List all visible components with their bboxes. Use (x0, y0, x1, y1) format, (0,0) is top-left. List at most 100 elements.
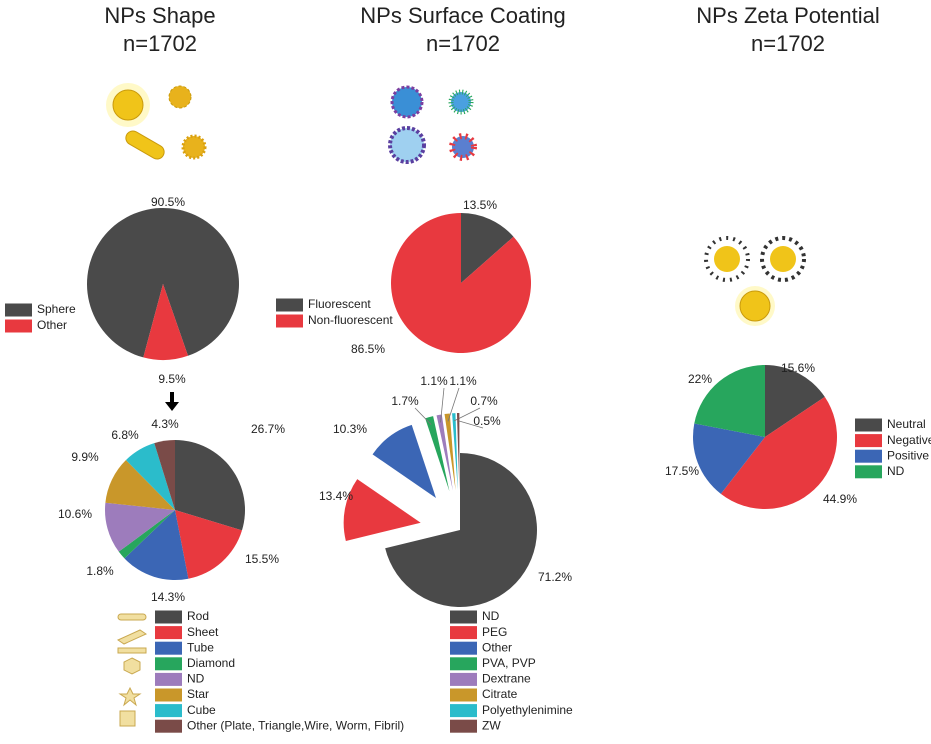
data-label: 26.7% (251, 422, 285, 436)
data-label: 4.3% (151, 417, 179, 431)
arrow (165, 392, 179, 411)
pie-slice (154, 440, 175, 510)
legend-swatch (450, 626, 477, 640)
data-label: 0.5% (473, 414, 501, 428)
data-label: 90.5% (151, 195, 185, 209)
pie-slice (105, 502, 175, 552)
pie-slice (175, 440, 246, 531)
pie-slice (765, 365, 825, 437)
leader-line (447, 387, 460, 422)
legend-swatch (855, 418, 882, 432)
data-label: 22% (688, 372, 712, 386)
legend-swatch (155, 641, 182, 655)
pie-slice (452, 413, 458, 491)
leader-line (458, 420, 484, 429)
legend-label: ZW (482, 718, 501, 732)
pie-slice (425, 416, 450, 492)
shape-icons (106, 83, 207, 160)
legend-label: ND (482, 609, 500, 623)
legend-label: PEG (482, 625, 507, 639)
data-label: 1.8% (86, 564, 114, 578)
data-label: 1.7% (391, 394, 419, 408)
pie-slice (124, 510, 189, 580)
chart-subtitle: n=1702 (426, 31, 500, 56)
data-label: 15.5% (245, 552, 279, 566)
pie-slice (175, 510, 242, 579)
pie-slice (390, 213, 531, 353)
legend-label: Star (187, 687, 209, 701)
pie-slice (105, 460, 175, 510)
legend-swatch (5, 319, 32, 333)
data-label: 1.1% (420, 374, 448, 388)
legend-swatch (450, 657, 477, 671)
data-label: 1.1% (449, 374, 477, 388)
data-label: 14.3% (151, 590, 185, 604)
chart-title: NPs Shape (104, 3, 215, 28)
data-label: 6.8% (111, 428, 139, 442)
legend-label: Non-fluorescent (308, 313, 393, 327)
legend-label: Fluorescent (308, 297, 371, 311)
chart-subtitle: n=1702 (123, 31, 197, 56)
data-label: 44.9% (823, 492, 857, 506)
coating-icons (388, 85, 477, 164)
legend-swatch (450, 704, 477, 718)
data-label: 0.7% (470, 394, 498, 408)
legend-label: Other (37, 318, 67, 332)
data-label: 9.9% (71, 450, 99, 464)
leader-line (414, 407, 432, 425)
pie-slice (118, 510, 175, 559)
data-label: 17.5% (665, 464, 699, 478)
legend-swatch (450, 688, 477, 702)
legend-swatch (155, 626, 182, 640)
pie-slice (143, 284, 188, 360)
legend-swatch (855, 449, 882, 463)
legend-label: Rod (187, 609, 209, 623)
legend-swatch (855, 465, 882, 479)
legend-label: Diamond (187, 656, 235, 670)
legend-label: Other (482, 640, 512, 654)
leader-line (440, 387, 445, 423)
legend-label: Neutral (887, 417, 926, 431)
pie-slice (461, 213, 514, 283)
data-label: 9.5% (158, 372, 186, 386)
pie-slice (444, 413, 456, 491)
zeta-icons (704, 236, 806, 326)
pie-slice (436, 414, 453, 491)
chart-title: NPs Zeta Potential (696, 3, 879, 28)
legend-label: Other (Plate, Triangle,Wire, Worm, Fibri… (187, 718, 404, 732)
legend-swatch (155, 657, 182, 671)
legend-swatch (5, 303, 32, 317)
pie-slice (385, 453, 537, 607)
legend-label: Negative (887, 433, 931, 447)
legend-label: ND (887, 464, 905, 478)
legend-label: Citrate (482, 687, 518, 701)
legend-label: Cube (187, 703, 216, 717)
data-label: 10.6% (58, 507, 92, 521)
legend-swatch (155, 610, 182, 624)
legend-swatch (855, 434, 882, 448)
legend-label: Tube (187, 640, 214, 654)
pie-slice (456, 413, 460, 491)
pie-slice (125, 443, 175, 510)
data-label: 10.3% (333, 422, 367, 436)
legend-swatch (276, 314, 303, 328)
legend-label: Positive (887, 448, 929, 462)
legend-swatch (155, 672, 182, 686)
legend-label: Polyethylenimine (482, 703, 573, 717)
legend-swatch (450, 641, 477, 655)
data-label: 71.2% (538, 570, 572, 584)
legend-label: Sheet (187, 625, 219, 639)
pie-slice (694, 365, 765, 437)
legend-label: Sphere (37, 302, 76, 316)
pie-slice (343, 479, 421, 541)
pie-slice (372, 424, 436, 499)
legend-swatch (450, 719, 477, 733)
chart-title: NPs Surface Coating (360, 3, 565, 28)
legend-label: Dextrane (482, 672, 531, 686)
legend-icons (116, 613, 148, 727)
legend-swatch (155, 688, 182, 702)
chart-subtitle: n=1702 (751, 31, 825, 56)
legend-label: PVA, PVP (482, 656, 536, 670)
data-label: 13.4% (319, 489, 353, 503)
